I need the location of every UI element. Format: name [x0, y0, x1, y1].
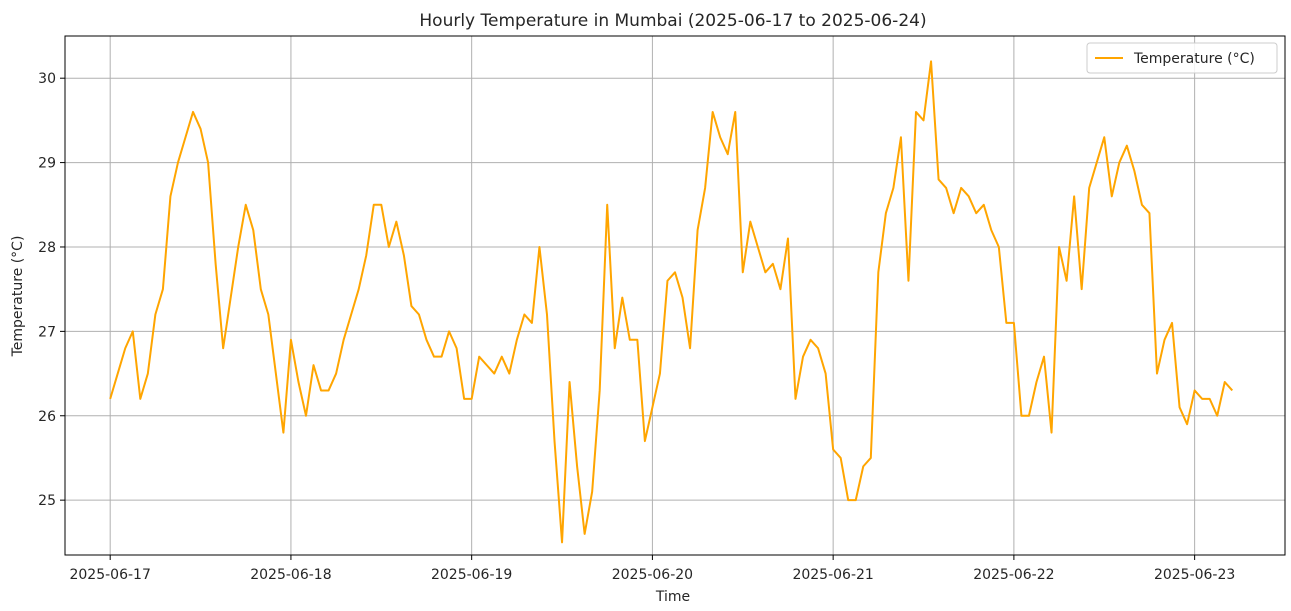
legend-box	[1086, 42, 1278, 74]
x-tick-label: 2025-06-18	[250, 567, 331, 583]
x-axis-label: Time	[655, 589, 690, 605]
y-tick-label: 30	[38, 71, 56, 87]
x-tick-label: 2025-06-22	[973, 567, 1054, 583]
x-tick-label: 2025-06-20	[612, 567, 693, 583]
y-tick-label: 25	[38, 493, 56, 509]
y-gridlines	[65, 77, 1285, 501]
x-axis-ticks: 2025-06-17 2025-06-18 2025-06-19 2025-06-20…	[69, 555, 1235, 583]
chart-title: Hourly Temperature in Mumbai (2025-06-17…	[419, 11, 926, 31]
plot-frame	[64, 35, 1286, 556]
y-axis-label: Temperature (°C)	[10, 236, 26, 358]
y-axis-ticks: 25 26 27 28 29 30	[38, 71, 65, 509]
x-tick-label: 2025-06-19	[431, 567, 512, 583]
x-tick-label: 2025-06-17	[69, 567, 150, 583]
x-tick-label: 2025-06-23	[1154, 567, 1235, 583]
temperature-series-line	[109, 60, 1234, 544]
y-tick-label: 28	[38, 240, 56, 256]
legend: Temperature (°C)	[1086, 42, 1278, 74]
y-tick-label: 26	[38, 409, 56, 425]
y-tick-label: 29	[38, 156, 56, 172]
legend-label: Temperature (°C)	[1133, 51, 1255, 67]
x-gridlines	[109, 36, 1196, 555]
y-tick-label: 27	[38, 324, 56, 340]
x-tick-label: 2025-06-21	[792, 567, 873, 583]
